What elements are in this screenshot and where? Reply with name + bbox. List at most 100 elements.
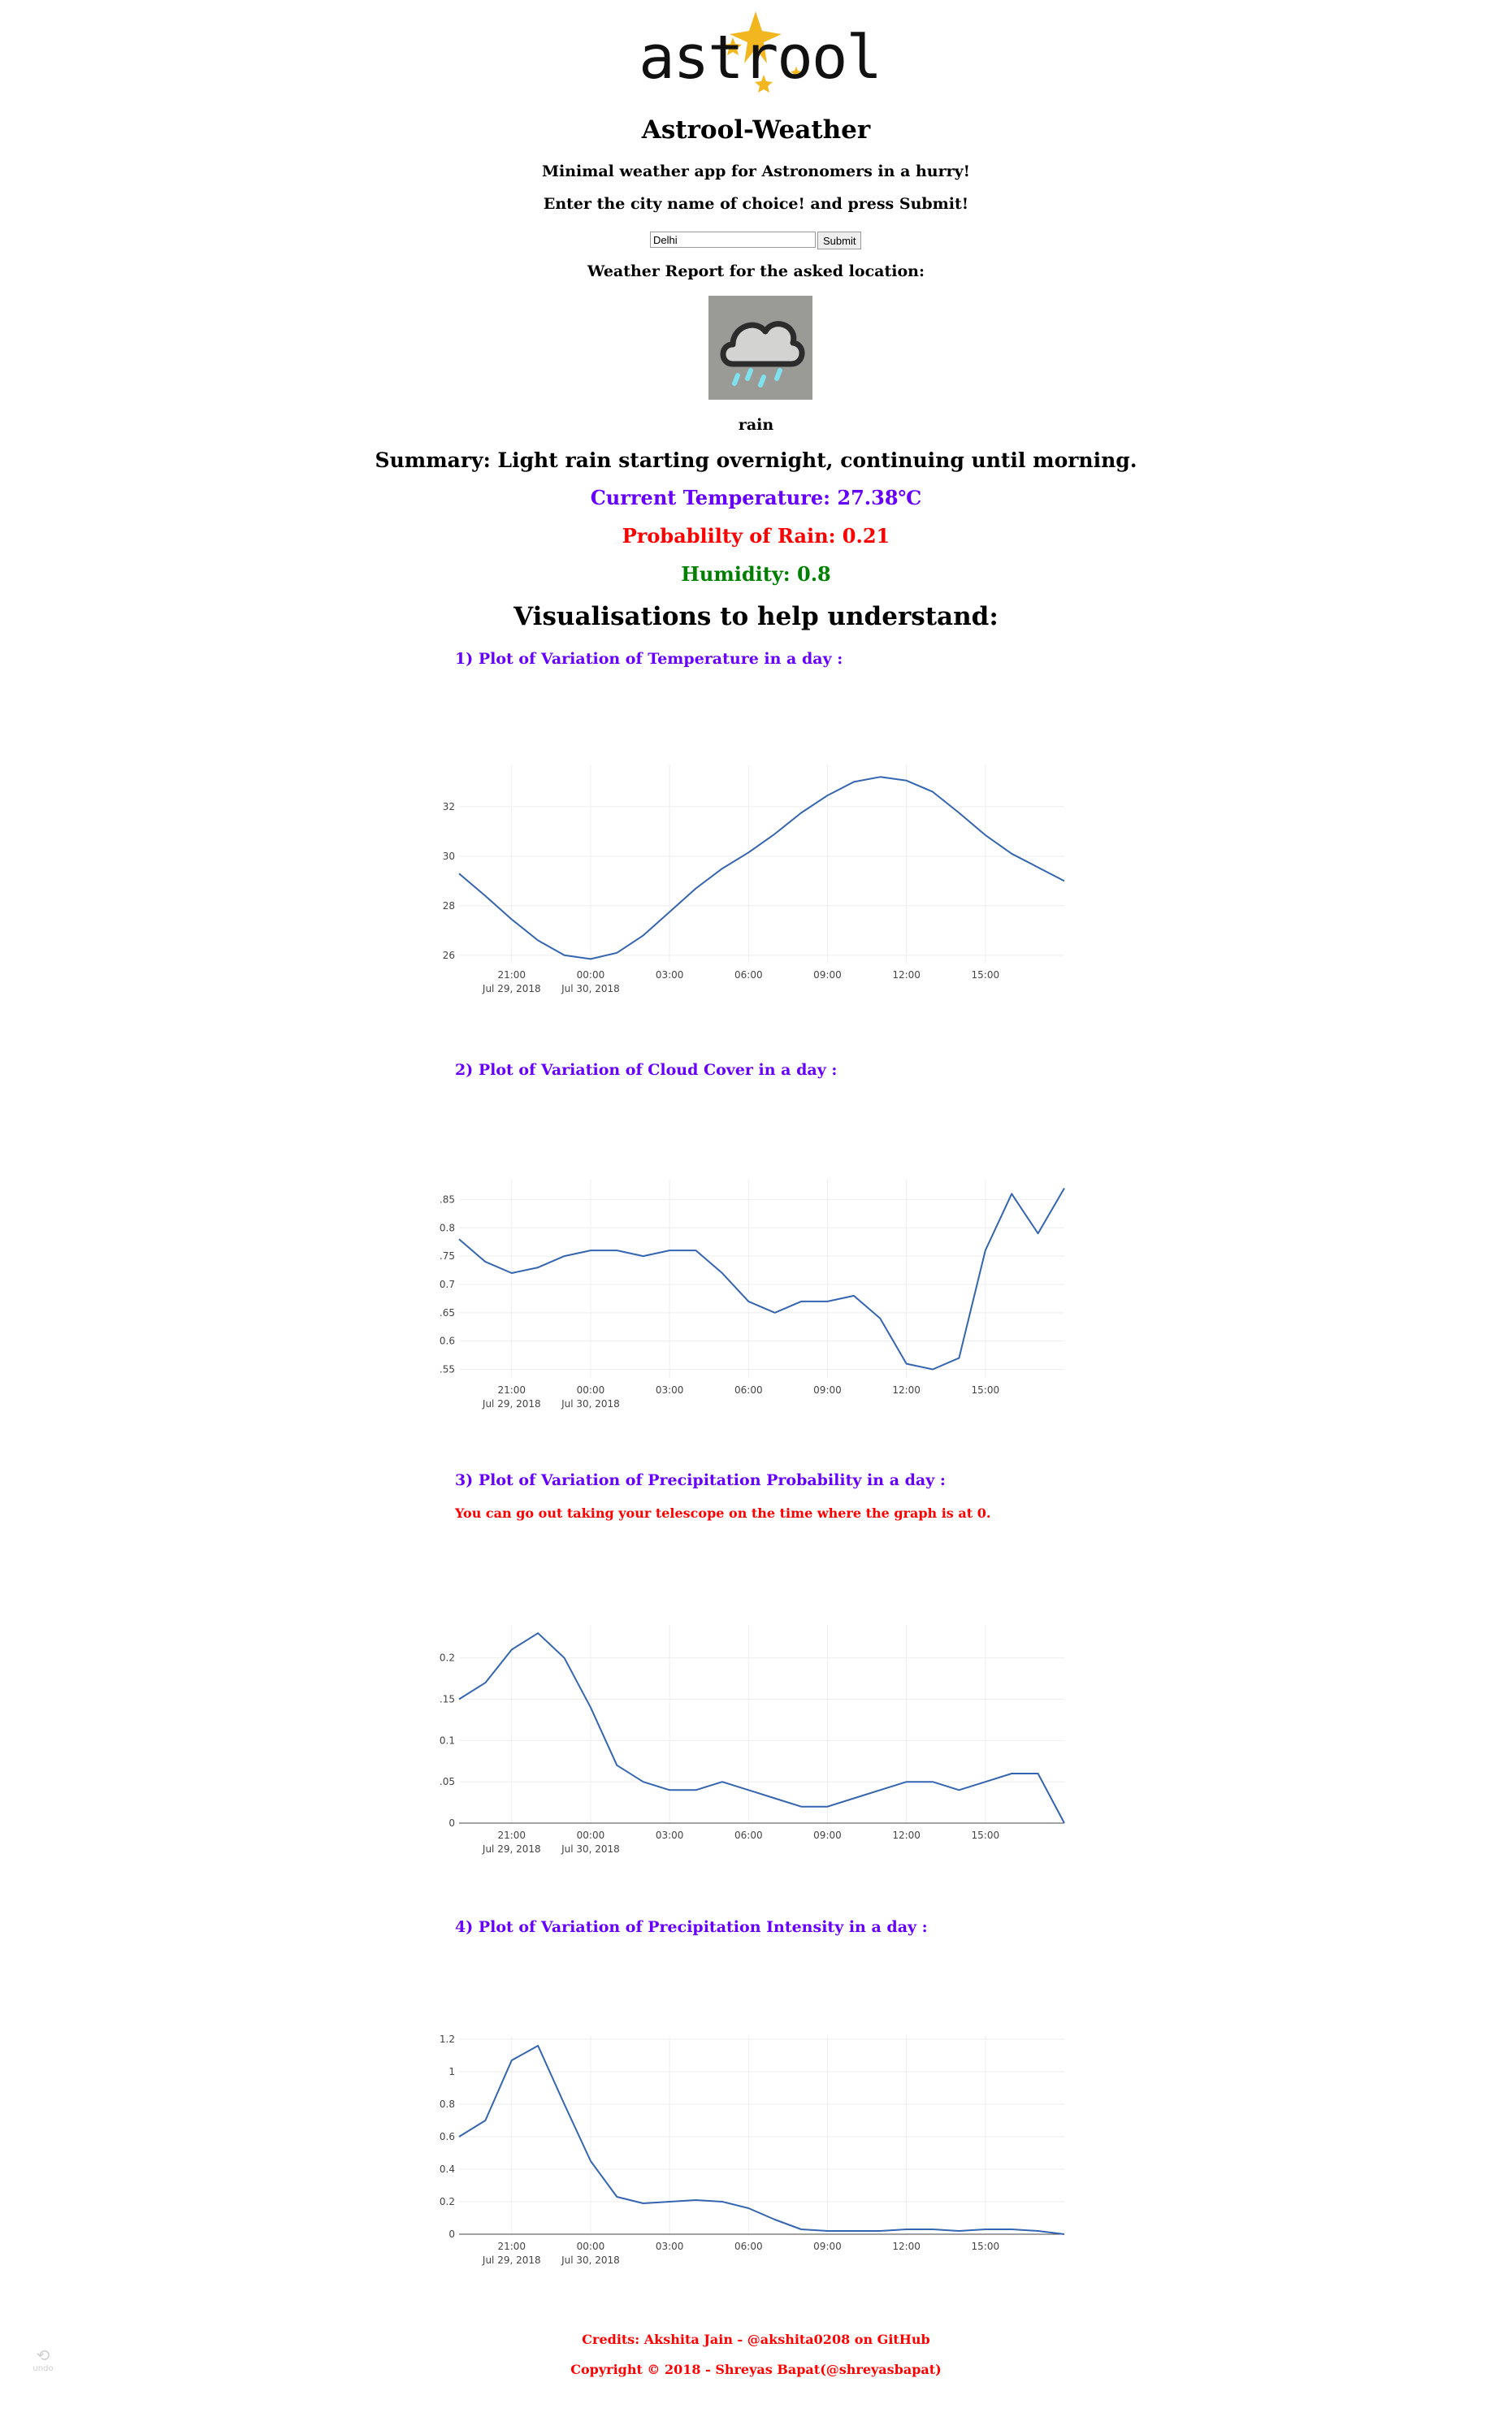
cloud-cover-plot[interactable]: 0.55 0.6 0.65 0.7 0.75 0.8 0.85 21:00 Jul 29, 20… — [439, 1175, 1072, 1410]
data-point[interactable] — [1009, 1771, 1014, 1776]
data-point[interactable] — [983, 2227, 988, 2232]
data-point[interactable] — [483, 1680, 487, 1685]
precip-intensity-plot[interactable]: 0 0.2 0.4 0.6 0.8 1 1.2 21:00 Jul 29, 2018 00:00 J… — [439, 2031, 1072, 2267]
data-point[interactable] — [641, 1254, 646, 1258]
city-input[interactable] — [650, 232, 816, 248]
data-point[interactable] — [983, 833, 988, 838]
data-point[interactable] — [1009, 2227, 1014, 2232]
data-point[interactable] — [694, 2198, 699, 2203]
data-point[interactable] — [667, 1787, 672, 1792]
data-point[interactable] — [956, 1787, 961, 1792]
data-point[interactable] — [825, 1299, 830, 1304]
data-point[interactable] — [851, 1796, 856, 1801]
data-point[interactable] — [877, 774, 882, 779]
data-point[interactable] — [799, 1804, 804, 1809]
temperature-plot[interactable]: 26 28 30 32 21:00 Jul 29, 2018 00:00 Jul 30, 20… — [439, 760, 1072, 995]
data-point[interactable] — [588, 1248, 593, 1253]
data-point[interactable] — [720, 866, 725, 871]
data-point[interactable] — [535, 1631, 540, 1635]
data-point[interactable] — [535, 2043, 540, 2048]
data-point[interactable] — [457, 1237, 461, 1241]
data-point[interactable] — [1036, 865, 1041, 870]
data-point[interactable] — [1036, 1231, 1041, 1236]
data-point[interactable] — [773, 1310, 778, 1315]
data-point[interactable] — [956, 2229, 961, 2233]
data-point[interactable] — [588, 1705, 593, 1710]
data-point[interactable] — [720, 2199, 725, 2204]
data-point[interactable] — [562, 1254, 567, 1258]
data-point[interactable] — [457, 2134, 461, 2139]
data-point[interactable] — [1062, 2232, 1067, 2237]
data-point[interactable] — [904, 778, 909, 783]
data-point[interactable] — [904, 1362, 909, 1367]
data-point[interactable] — [1062, 1185, 1067, 1190]
data-point[interactable] — [588, 2159, 593, 2164]
data-point[interactable] — [483, 2118, 487, 2123]
data-point[interactable] — [614, 1763, 619, 1768]
data-point[interactable] — [509, 917, 514, 922]
data-point[interactable] — [851, 2229, 856, 2233]
data-point[interactable] — [1062, 878, 1067, 883]
data-point[interactable] — [877, 1787, 882, 1792]
data-point[interactable] — [983, 1779, 988, 1784]
data-point[interactable] — [720, 1271, 725, 1276]
data-point[interactable] — [509, 2058, 514, 2063]
data-point[interactable] — [904, 1779, 909, 1784]
data-point[interactable] — [930, 1367, 935, 1372]
data-point[interactable] — [457, 1697, 461, 1702]
data-point[interactable] — [1062, 1821, 1067, 1826]
data-point[interactable] — [562, 1656, 567, 1661]
data-point[interactable] — [1036, 1771, 1041, 1776]
data-point[interactable] — [694, 1248, 699, 1253]
data-point[interactable] — [535, 1265, 540, 1270]
data-point[interactable] — [825, 793, 830, 798]
data-point[interactable] — [825, 1804, 830, 1809]
precip-probability-plot[interactable]: 0 0.05 0.1 0.15 0.2 21:00 Jul 29, 2018 00:00 Jul… — [439, 1620, 1072, 1856]
data-point[interactable] — [930, 790, 935, 795]
data-point[interactable] — [562, 953, 567, 958]
data-point[interactable] — [930, 1779, 935, 1784]
data-point[interactable] — [509, 1648, 514, 1652]
data-point[interactable] — [773, 2217, 778, 2222]
data-point[interactable] — [773, 831, 778, 836]
data-point[interactable] — [457, 871, 461, 876]
data-point[interactable] — [614, 2194, 619, 2199]
data-point[interactable] — [1036, 2229, 1041, 2233]
data-point[interactable] — [851, 779, 856, 784]
data-point[interactable] — [588, 956, 593, 961]
data-point[interactable] — [877, 1316, 882, 1321]
data-point[interactable] — [1009, 851, 1014, 856]
data-point[interactable] — [483, 1259, 487, 1264]
data-point[interactable] — [877, 2229, 882, 2233]
data-point[interactable] — [509, 1271, 514, 1276]
data-point[interactable] — [614, 951, 619, 955]
data-point[interactable] — [956, 1356, 961, 1361]
data-point[interactable] — [562, 2102, 567, 2107]
data-point[interactable] — [641, 2201, 646, 2206]
data-point[interactable] — [746, 1787, 751, 1792]
data-point[interactable] — [667, 2199, 672, 2204]
data-point[interactable] — [483, 894, 487, 899]
data-point[interactable] — [694, 1787, 699, 1792]
data-point[interactable] — [983, 1248, 988, 1253]
undo-control[interactable]: ⟲ undo — [31, 2346, 55, 2373]
data-point[interactable] — [641, 933, 646, 938]
data-point[interactable] — [851, 1293, 856, 1298]
data-point[interactable] — [773, 1796, 778, 1801]
data-point[interactable] — [667, 1248, 672, 1253]
data-point[interactable] — [694, 886, 699, 891]
data-point[interactable] — [956, 810, 961, 815]
data-point[interactable] — [720, 1779, 725, 1784]
data-point[interactable] — [614, 1248, 619, 1253]
data-point[interactable] — [641, 1779, 646, 1784]
data-point[interactable] — [746, 2206, 751, 2211]
data-point[interactable] — [746, 850, 751, 855]
submit-button[interactable]: Submit — [817, 232, 862, 249]
data-point[interactable] — [799, 2227, 804, 2232]
data-point[interactable] — [1009, 1191, 1014, 1196]
data-point[interactable] — [746, 1299, 751, 1304]
data-point[interactable] — [904, 2227, 909, 2232]
data-point[interactable] — [799, 1299, 804, 1304]
data-point[interactable] — [535, 938, 540, 943]
data-point[interactable] — [930, 2227, 935, 2232]
